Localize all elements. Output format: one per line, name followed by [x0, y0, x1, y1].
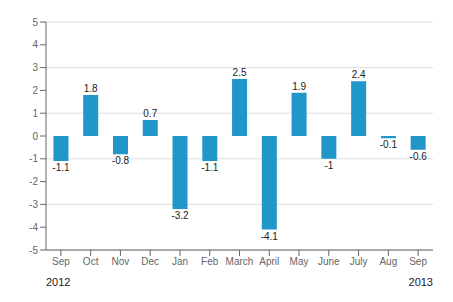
- svg-text:5: 5: [32, 17, 38, 28]
- svg-text:March: March: [226, 256, 254, 267]
- svg-text:Nov: Nov: [112, 256, 130, 267]
- svg-text:-1: -1: [324, 160, 333, 171]
- svg-text:-1: -1: [29, 153, 38, 164]
- svg-text:-1.1: -1.1: [201, 162, 219, 173]
- svg-text:-4: -4: [29, 222, 38, 233]
- svg-text:2.4: 2.4: [352, 69, 366, 80]
- svg-text:-5: -5: [29, 245, 38, 256]
- svg-text:April: April: [259, 256, 279, 267]
- svg-text:-0.8: -0.8: [112, 155, 130, 166]
- svg-text:Jan: Jan: [172, 256, 188, 267]
- svg-text:-2: -2: [29, 176, 38, 187]
- svg-text:1.9: 1.9: [292, 81, 306, 92]
- svg-text:Sep: Sep: [409, 256, 427, 267]
- svg-text:-0.6: -0.6: [410, 151, 428, 162]
- svg-text:4: 4: [32, 39, 38, 50]
- svg-text:0.7: 0.7: [143, 108, 157, 119]
- svg-text:3: 3: [32, 62, 38, 73]
- html-text:2013: 2013: [408, 276, 433, 288]
- svg-text:-4.1: -4.1: [261, 231, 279, 242]
- svg-text:Sep: Sep: [52, 256, 70, 267]
- svg-text:June: June: [318, 256, 340, 267]
- svg-text:Dec: Dec: [141, 256, 159, 267]
- svg-text:-3: -3: [29, 199, 38, 210]
- svg-text:-0.1: -0.1: [380, 139, 398, 150]
- svg-text:0: 0: [32, 131, 38, 142]
- svg-text:2: 2: [32, 85, 38, 96]
- svg-text:Feb: Feb: [201, 256, 219, 267]
- svg-text:Oct: Oct: [83, 256, 99, 267]
- html-text:2012: 2012: [46, 276, 71, 288]
- svg-text:1: 1: [32, 108, 38, 119]
- svg-text:May: May: [290, 256, 309, 267]
- svg-text:2.5: 2.5: [233, 67, 247, 78]
- svg-text:-1.1: -1.1: [52, 162, 70, 173]
- svg-text:Aug: Aug: [379, 256, 397, 267]
- svg-text:1.8: 1.8: [84, 83, 98, 94]
- svg-text:July: July: [350, 256, 368, 267]
- svg-text:-3.2: -3.2: [171, 210, 189, 221]
